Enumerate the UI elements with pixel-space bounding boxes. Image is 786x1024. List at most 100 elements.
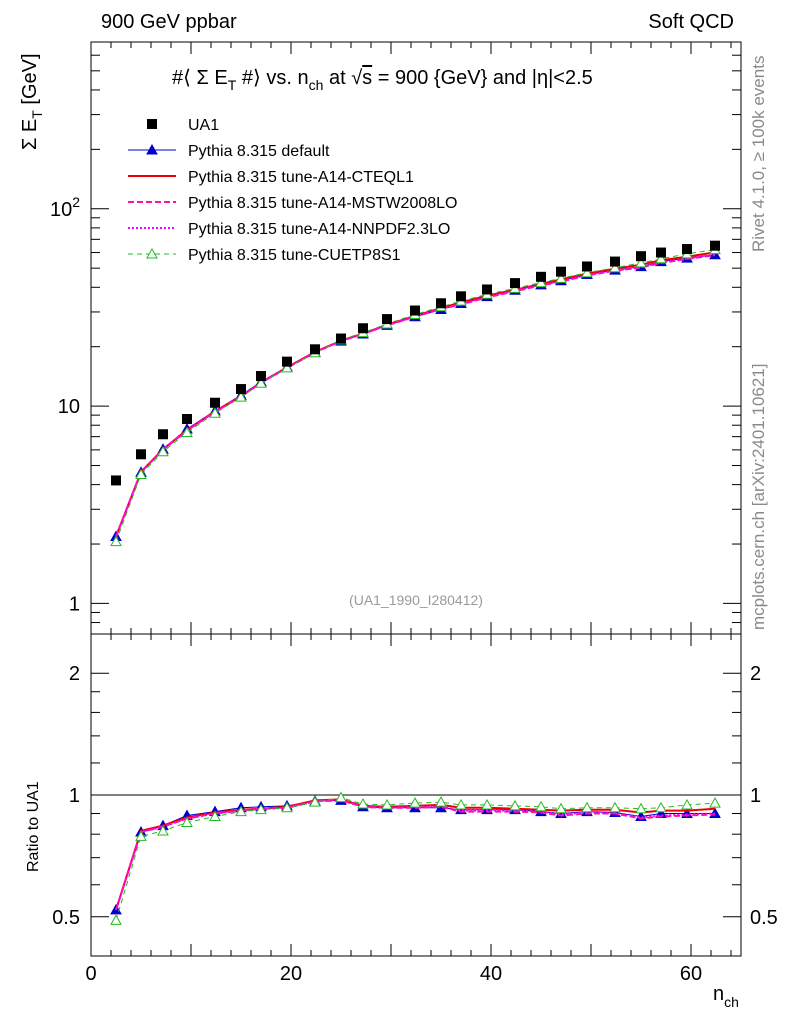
main-series-point bbox=[209, 407, 221, 418]
main-y-axis-label: Σ ET [GeV] bbox=[19, 53, 45, 150]
main-series-point bbox=[181, 426, 193, 437]
ratio-series-point bbox=[209, 810, 221, 821]
main-series-point bbox=[255, 377, 267, 388]
main-series-line bbox=[115, 254, 716, 537]
main-series-group bbox=[110, 240, 721, 547]
plot-title: #⟨ Σ ET #⟩ vs. nch at √s = 900 {GeV} and… bbox=[172, 67, 593, 93]
ua1-data-point bbox=[382, 314, 392, 325]
main-series-point bbox=[709, 248, 721, 260]
main-series-line bbox=[115, 249, 716, 542]
ua1-data-point bbox=[310, 344, 320, 355]
legend-label: Pythia 8.315 tune-A14-MSTW2008LO bbox=[188, 195, 457, 212]
ua1-data-point bbox=[610, 256, 620, 267]
main-series-line bbox=[115, 251, 716, 537]
header-right-title: Soft QCD bbox=[648, 11, 734, 33]
ua1-data-point bbox=[236, 384, 246, 395]
ratio-series-point bbox=[681, 798, 693, 810]
ratio-series-point bbox=[309, 796, 321, 807]
main-series-point bbox=[135, 468, 147, 479]
ratio-y-axis-label: Ratio to UA1 bbox=[25, 781, 42, 872]
analysis-watermark: (UA1_1990_I280412) bbox=[349, 592, 483, 608]
ratio-series-point bbox=[110, 914, 122, 925]
main-series-line bbox=[115, 254, 716, 537]
main-series-point bbox=[535, 276, 547, 288]
ua1-data-point bbox=[482, 284, 492, 295]
mcplots-label: mcplots.cern.ch [arXiv:2401.10621] bbox=[749, 364, 768, 630]
ua1-data-point bbox=[111, 475, 121, 486]
ratio-series-point bbox=[135, 830, 147, 841]
ratio-y-tick-label-right: 0.5 bbox=[750, 907, 778, 929]
ratio-y-tick-label: 0.5 bbox=[52, 907, 80, 929]
ua1-data-point bbox=[510, 278, 520, 289]
ratio-y-tick-label-right: 2 bbox=[750, 663, 761, 685]
ua1-data-point bbox=[158, 429, 168, 440]
ratio-series-line bbox=[115, 799, 715, 911]
ua1-data-point bbox=[358, 323, 368, 334]
ratio-series-point bbox=[281, 801, 293, 813]
main-y-tick-label: 10 bbox=[58, 396, 80, 418]
main-series-point bbox=[635, 256, 647, 268]
ratio-series-point bbox=[335, 791, 347, 803]
ratio-series-point bbox=[635, 802, 647, 814]
main-series-point bbox=[655, 252, 667, 264]
ua1-data-point bbox=[682, 244, 692, 255]
main-series-point bbox=[157, 445, 169, 457]
ratio-series-line bbox=[115, 799, 716, 911]
ratio-series-point bbox=[581, 801, 593, 813]
ratio-y-tick-label: 2 bbox=[69, 663, 80, 685]
main-y-tick-label: 102 bbox=[50, 194, 80, 221]
main-series-point bbox=[581, 266, 593, 278]
ratio-series-point bbox=[235, 805, 247, 817]
ratio-series-point bbox=[455, 798, 467, 810]
main-y-tick-label: 1 bbox=[69, 593, 80, 615]
axis-ticks bbox=[90, 41, 741, 957]
ratio-series-point bbox=[655, 801, 667, 813]
ua1-data-point bbox=[636, 251, 646, 262]
main-series-point bbox=[235, 391, 247, 402]
ratio-y-tick-label-right: 1 bbox=[750, 785, 761, 807]
ua1-data-point bbox=[336, 333, 346, 344]
legend-marker bbox=[146, 247, 158, 259]
ua1-data-point bbox=[182, 414, 192, 425]
ua1-data-point bbox=[556, 266, 566, 277]
ua1-data-point bbox=[456, 291, 466, 302]
main-series-point bbox=[281, 361, 293, 373]
ratio-series-point bbox=[709, 797, 721, 808]
main-series-point bbox=[555, 272, 567, 283]
x-tick-label: 20 bbox=[280, 963, 302, 985]
ratio-series-point bbox=[357, 797, 369, 809]
legend-label: Pythia 8.315 tune-A14-NNPDF2.3LO bbox=[188, 221, 450, 238]
ua1-data-point bbox=[410, 305, 420, 316]
ratio-y-tick-label: 1 bbox=[69, 785, 80, 807]
legend-label: Pythia 8.315 default bbox=[188, 143, 330, 160]
ua1-data-point bbox=[536, 271, 546, 282]
ratio-series-group bbox=[110, 791, 721, 925]
ua1-data-point bbox=[656, 247, 666, 258]
legend-marker bbox=[146, 143, 158, 155]
axis-tick-labels: 0 20 40 60 1 10 102 0.5 0.5 1 1 2 2 bbox=[50, 194, 778, 985]
ratio-series-point bbox=[409, 797, 421, 808]
ratio-series-point bbox=[381, 798, 393, 810]
ratio-series-point bbox=[509, 799, 521, 811]
ua1-data-point bbox=[210, 397, 220, 408]
legend-label: Pythia 8.315 tune-A14-CTEQL1 bbox=[188, 169, 414, 186]
ratio-series-point bbox=[609, 801, 621, 813]
ratio-series-point bbox=[255, 803, 267, 815]
header-left-title: 900 GeV ppbar bbox=[101, 11, 237, 33]
ua1-data-point bbox=[582, 261, 592, 272]
ua1-data-point bbox=[256, 371, 266, 382]
ua1-data-point bbox=[282, 356, 292, 367]
legend: UA1 Pythia 8.315 default Pythia 8.315 tune… bbox=[128, 117, 457, 264]
ratio-series-point bbox=[555, 802, 567, 814]
x-axis-label: nch bbox=[713, 983, 739, 1010]
main-series-point bbox=[110, 535, 122, 547]
x-tick-label: 0 bbox=[85, 963, 96, 985]
ratio-series-point bbox=[157, 824, 169, 836]
rivet-version-label: Rivet 4.1.0, ≥ 100k events bbox=[749, 56, 768, 252]
x-tick-label: 40 bbox=[480, 963, 502, 985]
x-tick-label: 60 bbox=[680, 963, 702, 985]
ratio-series-point bbox=[535, 800, 547, 812]
ratio-series-point bbox=[181, 816, 193, 828]
main-series-line bbox=[115, 253, 716, 537]
